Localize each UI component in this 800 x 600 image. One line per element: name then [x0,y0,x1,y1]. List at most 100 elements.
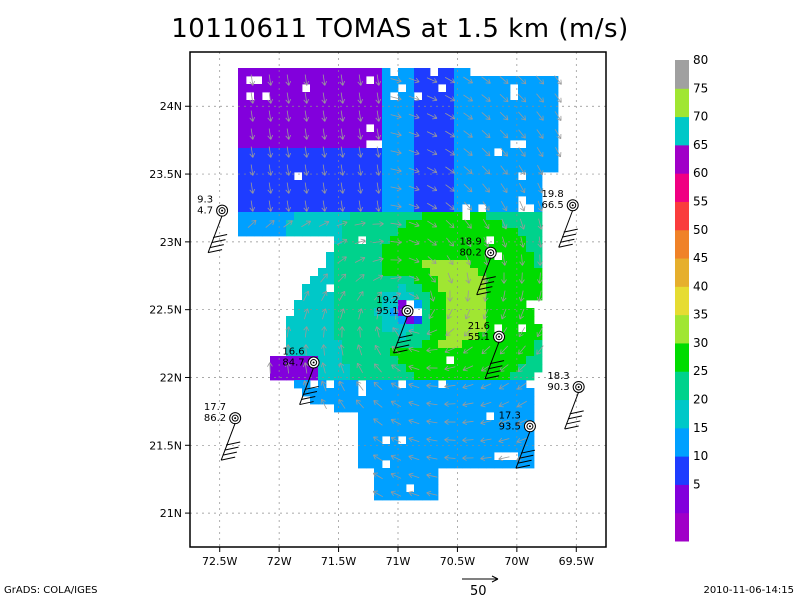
wind-vector [446,255,454,265]
wind-speed-field [238,68,559,501]
speed-cell [422,172,431,181]
speed-cell [462,300,471,309]
speed-cell [486,356,495,365]
wind-barb-flag [398,334,413,339]
speed-cell [478,372,487,381]
speed-cell [382,260,391,269]
speed-cell [302,196,311,205]
speed-cell [382,292,391,301]
speed-cell [406,444,415,453]
speed-cell [406,92,415,101]
speed-cell [438,284,447,293]
speed-cell [382,124,391,133]
speed-cell [422,212,431,221]
speed-cell [478,268,487,277]
wind-vector [480,455,492,462]
wind-vector [445,184,455,192]
speed-cell [486,372,495,381]
wind-vector [375,200,382,212]
wind-vector [339,110,346,122]
speed-cell [510,388,519,397]
speed-cell [494,460,503,469]
speed-cell [406,68,415,77]
speed-cell [414,412,423,421]
speed-cell [534,116,543,125]
speed-cell [318,284,327,293]
wind-vector [498,419,510,426]
speed-cell [334,276,343,285]
wind-vector [445,94,456,102]
wind-barb-flag [299,401,314,406]
speed-cell [390,380,399,389]
wind-vector [519,182,526,194]
speed-cell [406,252,415,261]
speed-cell [254,68,263,77]
speed-cell [430,156,439,165]
speed-cell [358,148,367,157]
speed-cell [318,372,327,381]
speed-cell [518,308,527,317]
speed-cell [518,212,527,221]
wind-vector [391,364,401,372]
speed-cell [454,132,463,141]
speed-cell [326,316,335,325]
speed-cell [422,180,431,189]
wind-vector [285,182,292,194]
speed-cell [310,324,319,333]
speed-cell [470,340,479,349]
speed-cell [502,292,511,301]
speed-cell [334,236,343,245]
speed-cell [518,380,527,389]
speed-cell [430,308,439,317]
speed-cell [238,76,247,85]
speed-cell [526,340,535,349]
speed-cell [350,188,359,197]
speed-cell [462,76,471,85]
speed-cell [398,292,407,301]
speed-cell [398,404,407,413]
wind-vector [372,274,384,281]
speed-cell [390,76,399,85]
wind-vector [462,383,474,390]
speed-cell [470,412,479,421]
speed-cell [342,132,351,141]
speed-cell [470,460,479,469]
speed-cell [510,244,519,253]
speed-cell [446,108,455,117]
speed-cell [518,92,527,101]
speed-cell [502,220,511,229]
speed-cell [294,204,303,213]
wind-barb [558,210,574,248]
speed-cell [382,388,391,397]
speed-cell [454,308,463,317]
speed-cell [350,244,359,253]
wind-vector [303,110,310,122]
speed-cell [470,164,479,173]
speed-cell [430,292,439,301]
wind-barb-flag [211,239,226,244]
speed-cell [430,196,439,205]
wind-barb-flag [567,415,583,420]
speed-cell [478,428,487,437]
speed-cell [510,180,519,189]
speed-cell [470,180,479,189]
speed-cell [518,388,527,397]
speed-cell [518,284,527,293]
speed-cell [446,156,455,165]
speed-cell [262,228,271,237]
wind-barb-flag [520,449,536,454]
speed-cell [366,420,375,429]
speed-cell [358,196,367,205]
station-wind-label: 17.7 [204,402,226,413]
speed-cell [390,420,399,429]
speed-cell [454,300,463,309]
speed-cell [422,204,431,213]
wind-vector [408,203,420,210]
speed-cell [318,268,327,277]
speed-cell [478,252,487,261]
speed-cell [486,300,495,309]
speed-cell [446,420,455,429]
speed-cell [518,340,527,349]
speed-cell [462,404,471,413]
wind-vector [303,290,310,302]
